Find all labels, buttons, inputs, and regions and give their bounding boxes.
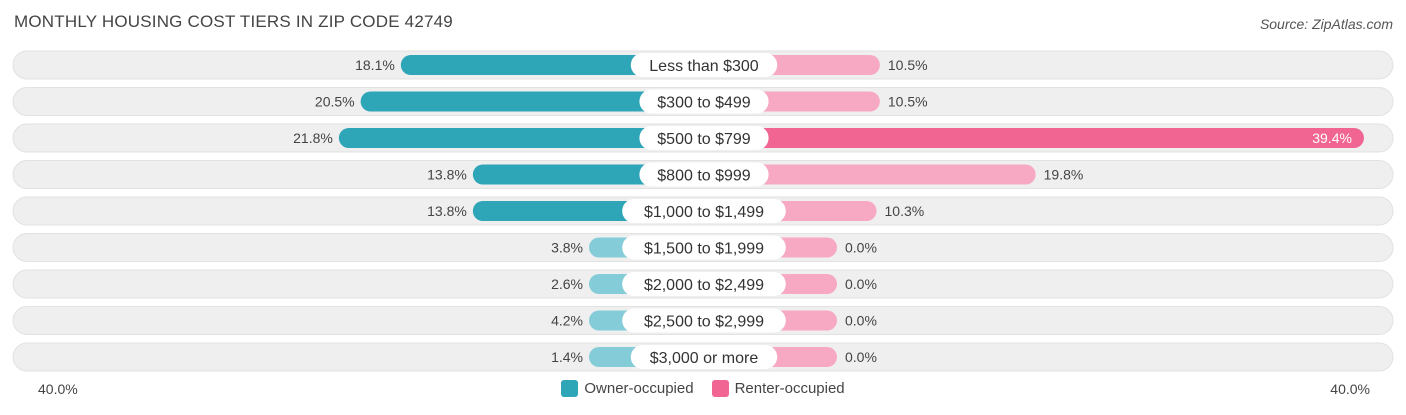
category-label-background (639, 162, 769, 187)
renter-value-label: 10.3% (885, 203, 925, 219)
legend-owner-swatch (561, 380, 579, 397)
category-label: Less than $300 (649, 58, 759, 75)
owner-bar (360, 91, 704, 112)
renter-value-label: 19.8% (1044, 167, 1084, 183)
renter-value-label: 39.4% (1312, 130, 1352, 146)
category-label-background (622, 199, 786, 223)
legend-owner[interactable]: Owner-occupied (561, 380, 694, 397)
category-label: $1,000 to $1,499 (644, 204, 764, 221)
category-label-background (630, 345, 778, 369)
legend: Owner-occupied Renter-occupied (0, 380, 1406, 397)
owner-value-label: 21.8% (293, 130, 333, 146)
legend-renter-label: Renter-occupied (734, 380, 845, 397)
renter-value-label: 0.0% (845, 313, 877, 329)
chart-title: MONTHLY HOUSING COST TIERS IN ZIP CODE 4… (14, 12, 453, 31)
renter-bar (704, 128, 1364, 148)
category-label-background (622, 308, 786, 333)
chart-source: Source: ZipAtlas.com (1259, 16, 1393, 32)
owner-bar (400, 55, 704, 75)
renter-value-label: 10.5% (888, 57, 928, 73)
category-label-background (622, 235, 786, 260)
legend-renter-swatch (711, 380, 729, 397)
category-label: $500 to $799 (657, 131, 751, 148)
owner-bar (338, 128, 704, 148)
renter-bar (704, 164, 1036, 185)
category-label: $3,000 or more (650, 350, 759, 367)
owner-value-label: 4.2% (551, 313, 583, 329)
renter-value-label: 0.0% (845, 349, 877, 365)
category-label: $1,500 to $1,999 (644, 241, 764, 258)
legend-renter[interactable]: Renter-occupied (711, 380, 845, 397)
category-label-background (639, 126, 769, 150)
owner-value-label: 1.4% (551, 349, 583, 365)
category-label: $800 to $999 (657, 168, 751, 185)
category-label: $2,000 to $2,499 (644, 277, 764, 294)
axis-right-label: 40.0% (1330, 381, 1370, 397)
category-label-background (630, 53, 778, 77)
renter-value-label: 10.5% (888, 94, 928, 110)
category-label-background (639, 89, 769, 114)
legend-owner-label: Owner-occupied (584, 380, 694, 397)
axis-left-label: 40.0% (38, 381, 78, 397)
category-label: $2,500 to $2,999 (644, 314, 764, 331)
owner-value-label: 18.1% (355, 57, 395, 73)
owner-value-label: 13.8% (427, 203, 467, 219)
category-label-background (622, 272, 786, 296)
owner-value-label: 2.6% (551, 276, 583, 292)
owner-value-label: 13.8% (427, 167, 467, 183)
chart-svg: 18.1% 10.5% Less than $300 20.5% 10.5% $300 t… (12, 50, 1394, 372)
renter-value-label: 0.0% (845, 276, 877, 292)
category-label: $300 to $499 (657, 95, 751, 112)
owner-value-label: 3.8% (551, 240, 583, 256)
owner-value-label: 20.5% (315, 94, 355, 110)
renter-value-label: 0.0% (845, 240, 877, 256)
